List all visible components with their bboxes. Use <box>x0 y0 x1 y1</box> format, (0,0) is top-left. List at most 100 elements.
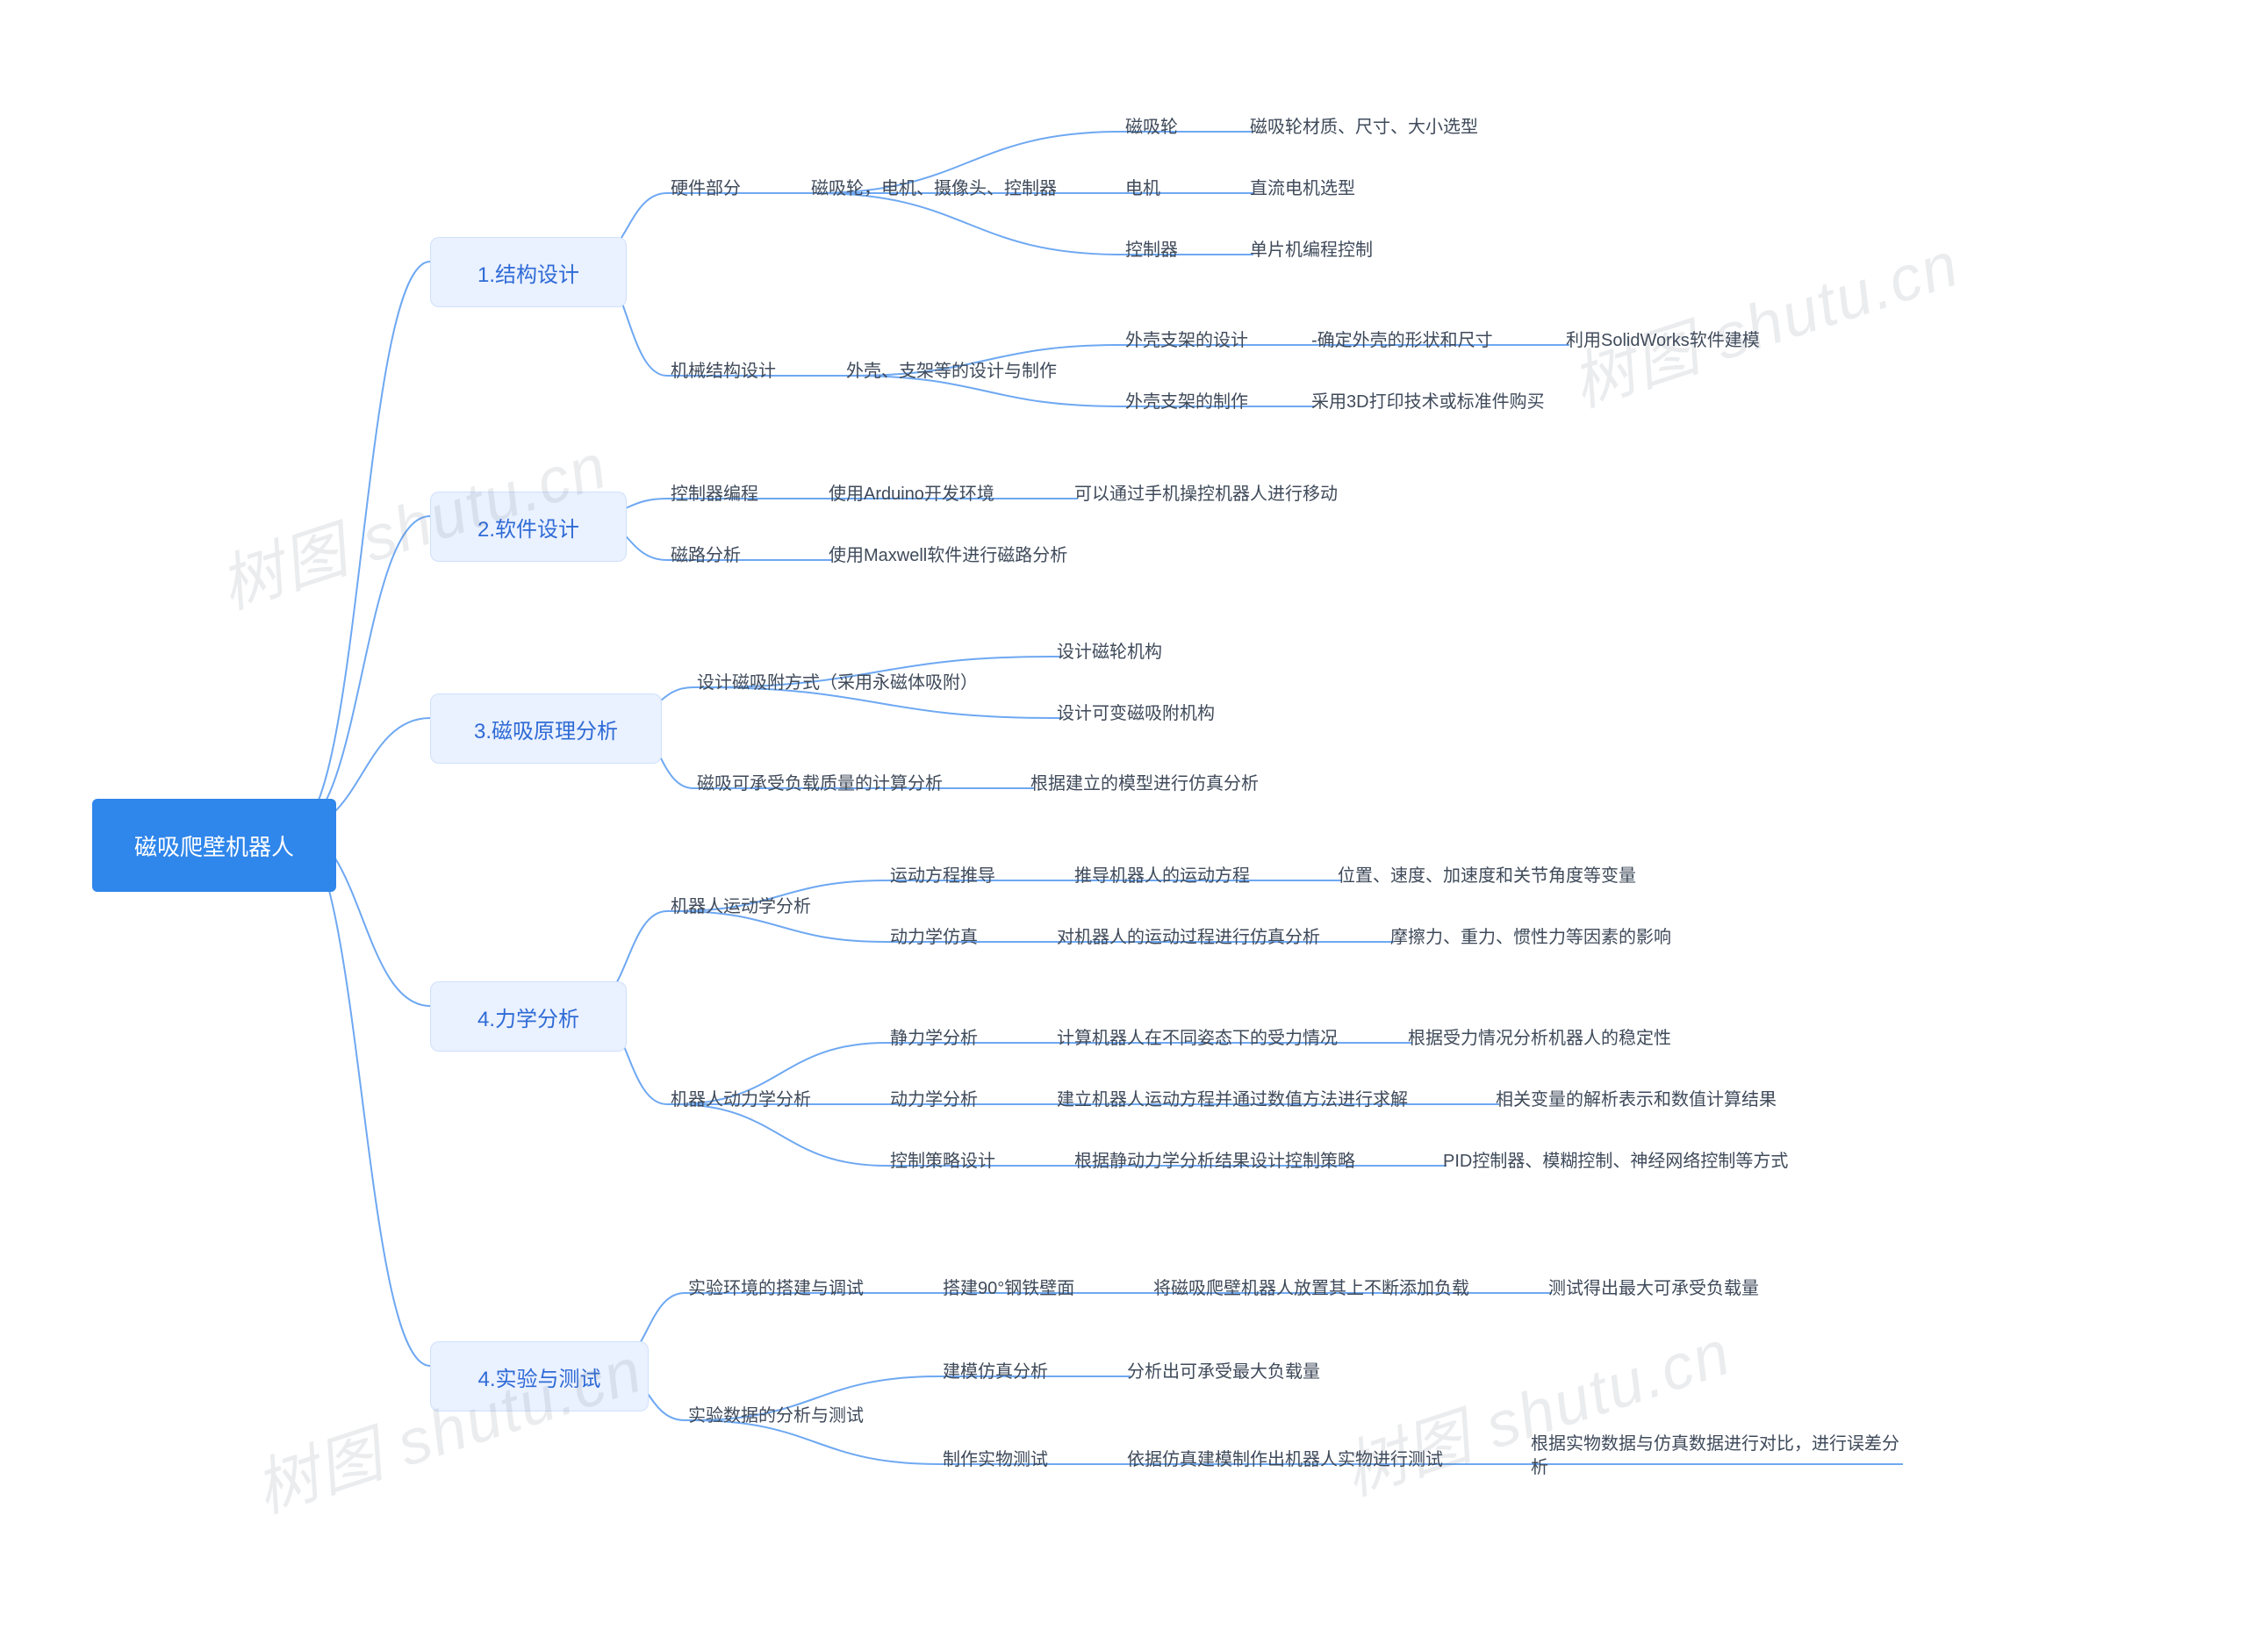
leaf-node: 使用Arduino开发环境 <box>825 474 998 510</box>
leaf-node: 根据建立的模型进行仿真分析 <box>1027 764 1262 800</box>
leaf-node: 建立机器人运动方程并通过数值方法进行求解 <box>1053 1080 1411 1116</box>
leaf-node: 根据实物数据与仿真数据进行对比，进行误差分析 <box>1527 1427 1903 1485</box>
branch-node: 4.实验与测试 <box>430 1341 649 1411</box>
node-label: 磁吸可承受负载质量的计算分析 <box>697 774 943 794</box>
node-label: 将磁吸爬壁机器人放置其上不断添加负载 <box>1153 1279 1469 1298</box>
node-label: 利用SolidWorks软件建模 <box>1566 331 1760 350</box>
leaf-node: 使用Maxwell软件进行磁路分析 <box>825 535 1071 571</box>
node-label: 单片机编程控制 <box>1250 241 1373 260</box>
leaf-node: 实验数据的分析与测试 <box>685 1396 867 1432</box>
node-label: 4.实验与测试 <box>477 1361 600 1392</box>
leaf-node: 机器人动力学分析 <box>667 1080 815 1116</box>
node-label: 机器人运动学分析 <box>671 897 811 916</box>
leaf-node: 磁路分析 <box>667 535 744 571</box>
node-label: 磁吸轮材质、尺寸、大小选型 <box>1250 118 1478 137</box>
node-label: 采用3D打印技术或标准件购买 <box>1311 392 1545 412</box>
node-label: 制作实物测试 <box>943 1450 1048 1469</box>
node-label: 根据实物数据与仿真数据进行对比，进行误差分析 <box>1531 1434 1899 1477</box>
node-label: 搭建90°钢铁壁面 <box>943 1279 1074 1298</box>
node-label: 1.结构设计 <box>477 257 579 288</box>
leaf-node: 硬件部分 <box>667 169 744 205</box>
leaf-node: 将磁吸爬壁机器人放置其上不断添加负载 <box>1150 1268 1473 1304</box>
leaf-node: 磁吸轮材质、尺寸、大小选型 <box>1246 107 1482 143</box>
node-label: 使用Arduino开发环境 <box>829 485 994 504</box>
leaf-node: 动力学仿真 <box>887 917 981 953</box>
leaf-node: 测试得出最大可承受负载量 <box>1545 1268 1762 1304</box>
branch-node: 4.力学分析 <box>430 981 627 1052</box>
leaf-node: 推导机器人的运动方程 <box>1071 856 1253 892</box>
leaf-node: 控制器编程 <box>667 474 762 510</box>
node-label: 外壳支架的设计 <box>1125 331 1248 350</box>
branch-node: 1.结构设计 <box>430 237 627 307</box>
node-label: 磁路分析 <box>671 546 741 565</box>
node-label: 实验数据的分析与测试 <box>688 1406 864 1426</box>
leaf-node: 依据仿真建模制作出机器人实物进行测试 <box>1124 1440 1447 1476</box>
node-label: 计算机器人在不同姿态下的受力情况 <box>1057 1029 1338 1048</box>
node-label: 对机器人的运动过程进行仿真分析 <box>1057 928 1320 947</box>
leaf-node: 分析出可承受最大负载量 <box>1124 1352 1324 1388</box>
leaf-node: 动力学分析 <box>887 1080 981 1116</box>
node-label: 电机 <box>1125 179 1160 198</box>
leaf-node: 外壳、支架等的设计与制作 <box>843 351 1060 387</box>
node-label: 直流电机选型 <box>1250 179 1355 198</box>
node-label: 推导机器人的运动方程 <box>1074 866 1250 886</box>
leaf-node: 设计可变磁吸附机构 <box>1053 693 1218 729</box>
leaf-node: 单片机编程控制 <box>1246 230 1376 266</box>
branch-node: 3.磁吸原理分析 <box>430 693 662 764</box>
leaf-node: 建模仿真分析 <box>939 1352 1052 1388</box>
leaf-node: 外壳支架的制作 <box>1122 382 1252 418</box>
node-label: 3.磁吸原理分析 <box>474 714 618 744</box>
node-label: 设计磁轮机构 <box>1057 643 1162 662</box>
node-label: 根据受力情况分析机器人的稳定性 <box>1408 1029 1671 1048</box>
node-label: 相关变量的解析表示和数值计算结果 <box>1496 1090 1777 1110</box>
node-label: 位置、速度、加速度和关节角度等变量 <box>1338 866 1636 886</box>
node-label: 硬件部分 <box>671 179 741 198</box>
leaf-node: 位置、速度、加速度和关节角度等变量 <box>1334 856 1640 892</box>
node-label: 可以通过手机操控机器人进行移动 <box>1074 485 1338 504</box>
leaf-node: 磁吸轮，电机、摄像头、控制器 <box>808 169 1060 205</box>
branch-node: 2.软件设计 <box>430 492 627 562</box>
mindmap-stage: 磁吸爬壁机器人 1.结构设计 2.软件设计 3.磁吸原理分析 4.力学分析 4.实验与测试… <box>0 0 2247 1652</box>
node-label: 设计磁吸附方式（采用永磁体吸附） <box>697 673 978 693</box>
node-label: 依据仿真建模制作出机器人实物进行测试 <box>1127 1450 1443 1469</box>
leaf-node: 设计磁轮机构 <box>1053 632 1166 668</box>
node-label: 设计可变磁吸附机构 <box>1057 704 1215 723</box>
root-node: 磁吸爬壁机器人 <box>92 799 336 892</box>
watermark: 树图 shutu.cn <box>1558 212 1969 424</box>
node-label: 控制策略设计 <box>890 1152 995 1171</box>
leaf-node: 磁吸可承受负载质量的计算分析 <box>693 764 946 800</box>
leaf-node: 相关变量的解析表示和数值计算结果 <box>1492 1080 1780 1116</box>
node-label: 动力学仿真 <box>890 928 978 947</box>
leaf-node: 搭建90°钢铁壁面 <box>939 1268 1078 1304</box>
leaf-node: 根据静动力学分析结果设计控制策略 <box>1071 1141 1359 1177</box>
node-label: 机械结构设计 <box>671 362 776 381</box>
leaf-node: 利用SolidWorks软件建模 <box>1562 320 1763 356</box>
node-label: -确定外壳的形状和尺寸 <box>1311 331 1493 350</box>
leaf-node: 制作实物测试 <box>939 1440 1052 1476</box>
leaf-node: 对机器人的运动过程进行仿真分析 <box>1053 917 1324 953</box>
leaf-node: 摩擦力、重力、惯性力等因素的影响 <box>1387 917 1675 953</box>
leaf-node: 实验环境的搭建与调试 <box>685 1268 867 1304</box>
node-label: 静力学分析 <box>890 1029 978 1048</box>
node-label: 根据建立的模型进行仿真分析 <box>1030 774 1259 794</box>
node-label: 控制器编程 <box>671 485 758 504</box>
node-label: 4.力学分析 <box>477 1002 579 1032</box>
leaf-node: 机械结构设计 <box>667 351 779 387</box>
node-label: 磁吸轮 <box>1125 118 1178 137</box>
leaf-node: 外壳支架的设计 <box>1122 320 1252 356</box>
node-label: 分析出可承受最大负载量 <box>1127 1362 1320 1382</box>
node-label: 使用Maxwell软件进行磁路分析 <box>829 546 1067 565</box>
node-label: PID控制器、模糊控制、神经网络控制等方式 <box>1443 1152 1788 1171</box>
node-label: 摩擦力、重力、惯性力等因素的影响 <box>1390 928 1671 947</box>
leaf-node: 计算机器人在不同姿态下的受力情况 <box>1053 1018 1341 1054</box>
leaf-node: 直流电机选型 <box>1246 169 1359 205</box>
leaf-node: 机器人运动学分析 <box>667 887 815 923</box>
leaf-node: -确定外壳的形状和尺寸 <box>1308 320 1497 356</box>
leaf-node: 采用3D打印技术或标准件购买 <box>1308 382 1548 418</box>
node-label: 2.软件设计 <box>477 512 579 542</box>
node-label: 外壳、支架等的设计与制作 <box>846 362 1057 381</box>
leaf-node: 设计磁吸附方式（采用永磁体吸附） <box>693 663 981 699</box>
node-label: 根据静动力学分析结果设计控制策略 <box>1074 1152 1355 1171</box>
root-label: 磁吸爬壁机器人 <box>134 830 294 862</box>
leaf-node: 静力学分析 <box>887 1018 981 1054</box>
